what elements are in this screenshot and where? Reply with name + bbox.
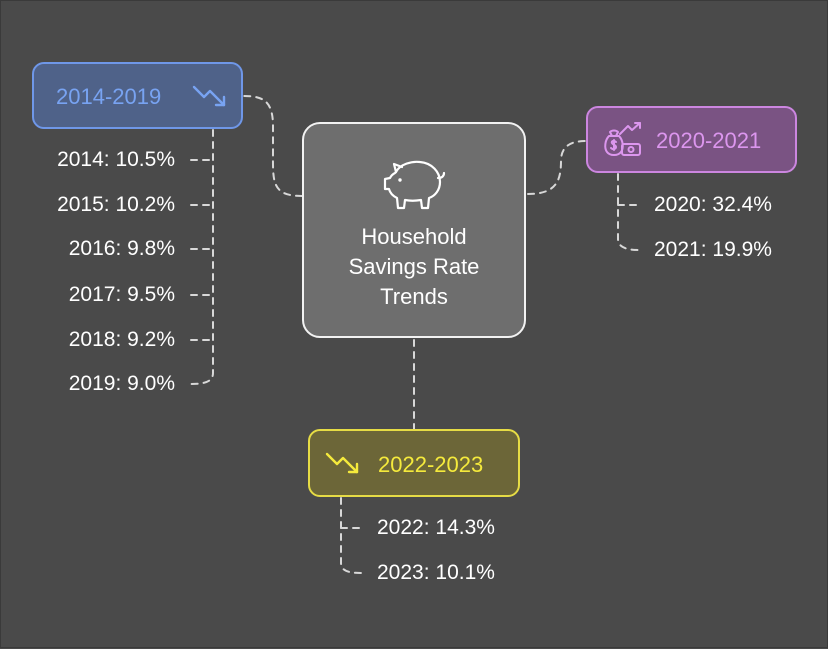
trend-down-icon <box>325 452 359 474</box>
list-item: 2019: 9.0% <box>68 372 175 395</box>
list-item: 2015: 10.2% <box>57 193 175 216</box>
piggy-bank-icon <box>383 160 446 210</box>
group-label: 2014-2019 <box>56 84 162 109</box>
group-2014-2019: 2014-2019 <box>32 62 243 129</box>
list-item: 2020: 32.4% <box>654 193 772 216</box>
trend-down-icon <box>192 85 226 107</box>
list-item: 2014: 10.5% <box>57 148 175 171</box>
center-title-line: Trends <box>380 284 448 309</box>
list-item: 2016: 9.8% <box>68 237 175 260</box>
list-item: 2018: 9.2% <box>68 328 175 351</box>
list-item: 2017: 9.5% <box>68 283 175 306</box>
center-title-line: Household <box>361 224 467 249</box>
center-title-line: Savings Rate <box>348 254 480 279</box>
group-label: 2022-2023 <box>378 452 484 477</box>
money-growth-icon <box>604 122 641 156</box>
center-title: Household Savings Rate Trends <box>304 222 524 312</box>
list-item: 2023: 10.1% <box>377 561 495 584</box>
center-node: Household Savings Rate Trends <box>302 122 526 338</box>
group-2022-2023: 2022-2023 <box>308 429 520 497</box>
group-label: 2020-2021 <box>656 128 762 153</box>
group-2020-2021: 2020-2021 <box>586 106 797 173</box>
list-item: 2022: 14.3% <box>377 516 495 539</box>
list-item: 2021: 19.9% <box>654 238 772 261</box>
